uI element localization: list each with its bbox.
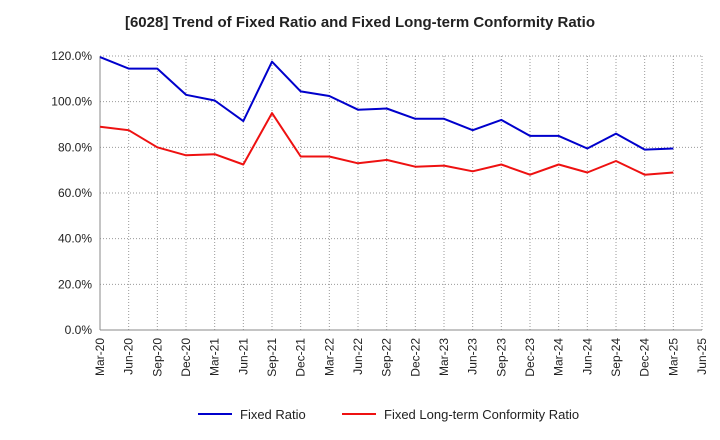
x-tick-label: Mar-21 xyxy=(208,338,222,376)
y-tick-label: 20.0% xyxy=(58,277,92,291)
y-tick-label: 120.0% xyxy=(51,49,92,63)
y-tick-label: 80.0% xyxy=(58,140,92,154)
x-tick-label: Mar-22 xyxy=(322,338,336,376)
x-tick-label: Sep-21 xyxy=(265,338,279,377)
chart-title: [6028] Trend of Fixed Ratio and Fixed Lo… xyxy=(124,14,596,31)
x-tick-label: Mar-24 xyxy=(552,338,566,376)
x-tick-label: Mar-20 xyxy=(93,338,107,376)
legend-label: Fixed Ratio xyxy=(240,407,306,422)
x-tick-label: Dec-21 xyxy=(294,338,308,377)
x-tick-label: Sep-22 xyxy=(380,338,394,377)
y-tick-label: 40.0% xyxy=(58,232,92,246)
x-tick-label: Jun-23 xyxy=(466,338,480,375)
x-tick-label: Jun-25 xyxy=(695,338,709,375)
series-line-fixed-long-term-conformity-ratio xyxy=(99,112,674,176)
x-tick-label: Sep-23 xyxy=(494,338,508,377)
x-tick-label: Sep-24 xyxy=(609,338,623,377)
x-tick-label: Sep-20 xyxy=(150,338,164,377)
x-tick-label: Jun-22 xyxy=(351,338,365,375)
y-tick-label: 60.0% xyxy=(58,186,92,200)
y-tick-label: 100.0% xyxy=(51,95,92,109)
x-tick-label: Jun-21 xyxy=(236,338,250,375)
x-tick-label: Jun-24 xyxy=(580,338,594,375)
x-tick-label: Mar-25 xyxy=(666,338,680,376)
y-tick-label: 0.0% xyxy=(65,323,93,337)
series-line-fixed-ratio xyxy=(99,56,674,151)
x-tick-label: Jun-20 xyxy=(122,338,136,375)
x-tick-label: Dec-23 xyxy=(523,338,537,377)
legend-label: Fixed Long-term Conformity Ratio xyxy=(384,407,579,422)
x-tick-label: Mar-23 xyxy=(437,338,451,376)
x-tick-label: Dec-20 xyxy=(179,338,193,377)
x-tick-label: Dec-24 xyxy=(638,338,652,377)
x-tick-label: Dec-22 xyxy=(408,338,422,377)
